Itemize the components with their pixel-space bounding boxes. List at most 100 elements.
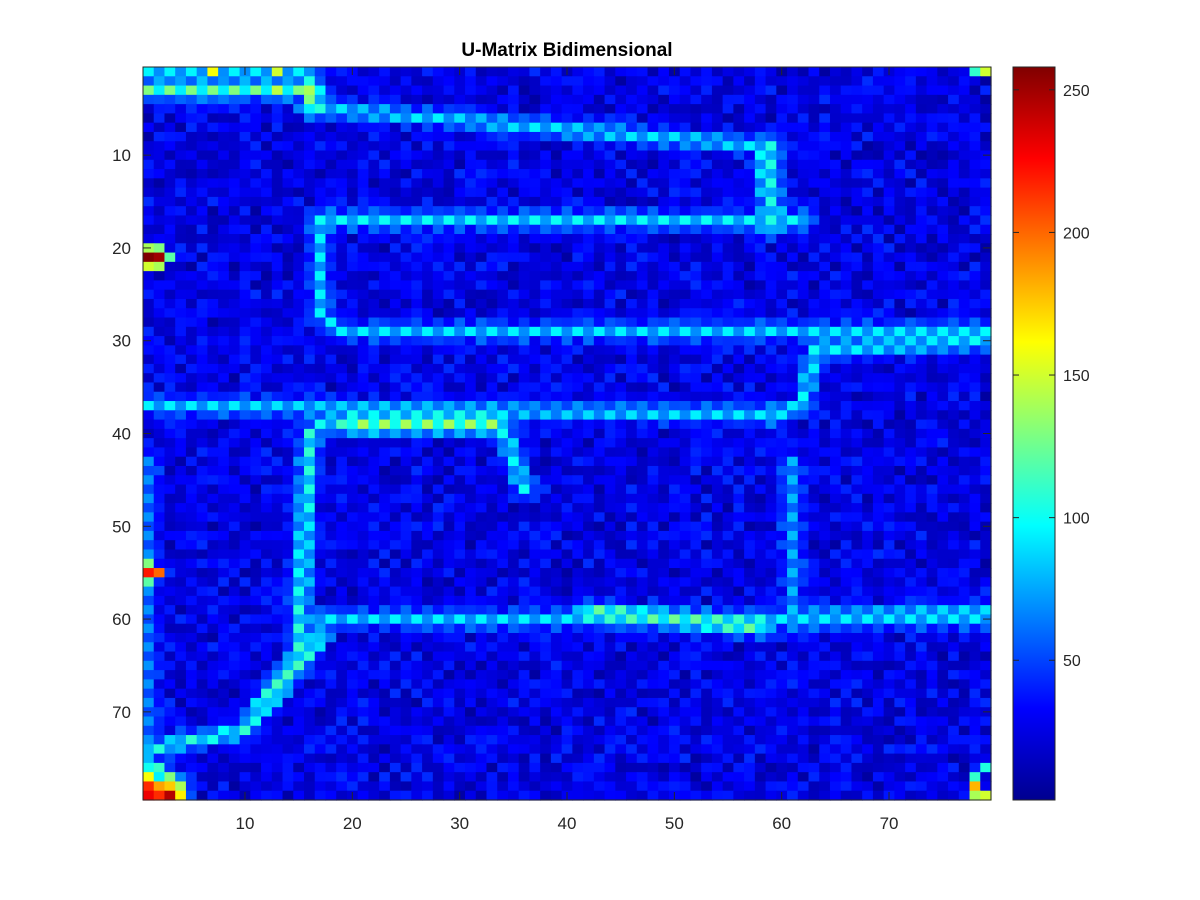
heatmap-cell: [293, 326, 305, 337]
heatmap-cell: [153, 363, 166, 374]
heatmap-cell: [314, 428, 327, 439]
heatmap-cell: [797, 308, 810, 319]
heatmap-cell: [829, 503, 842, 513]
heatmap-cell: [615, 224, 627, 235]
heatmap-cell: [668, 317, 681, 328]
heatmap-cell: [776, 558, 788, 569]
heatmap-cell: [626, 549, 638, 560]
heatmap-cell: [207, 122, 219, 133]
heatmap-cell: [293, 614, 305, 625]
heatmap-cell: [185, 363, 198, 374]
heatmap-cell: [948, 484, 960, 495]
heatmap-cell: [862, 169, 874, 179]
heatmap-cell: [175, 577, 187, 588]
heatmap-cell: [765, 234, 777, 244]
heatmap-cell: [851, 104, 863, 114]
heatmap-cell: [207, 85, 219, 96]
heatmap-cell: [507, 549, 520, 560]
heatmap-cell: [701, 122, 713, 133]
heatmap-cell: [314, 503, 327, 513]
heatmap-cell: [872, 308, 885, 319]
heatmap-cell: [883, 159, 895, 170]
heatmap-cell: [400, 178, 412, 189]
heatmap-cell: [872, 595, 885, 606]
heatmap-cell: [883, 623, 895, 634]
heatmap-cell: [905, 614, 917, 625]
heatmap-cell: [829, 595, 842, 606]
heatmap-cell: [304, 141, 316, 152]
heatmap-cell: [185, 345, 198, 356]
heatmap-cell: [325, 280, 337, 291]
heatmap-cell: [475, 354, 488, 365]
heatmap-cell: [185, 76, 198, 87]
heatmap-cell: [754, 94, 767, 105]
heatmap-cell: [561, 614, 573, 625]
heatmap-cell: [389, 632, 402, 643]
heatmap-cell: [615, 605, 627, 616]
heatmap-cell: [304, 280, 316, 291]
heatmap-cell: [636, 595, 649, 606]
heatmap-cell: [346, 215, 359, 226]
heatmap-cell: [550, 67, 563, 77]
heatmap-cell: [411, 642, 423, 653]
heatmap-cell: [690, 632, 702, 643]
heatmap-cell: [271, 410, 284, 421]
heatmap-cell: [314, 261, 327, 272]
heatmap-cell: [561, 512, 573, 523]
heatmap-cell: [787, 540, 799, 551]
heatmap-cell: [787, 493, 799, 504]
heatmap-cell: [668, 512, 681, 523]
heatmap-cell: [411, 363, 423, 374]
heatmap-cell: [797, 475, 810, 486]
heatmap-cell: [658, 298, 670, 309]
heatmap-cell: [679, 410, 692, 421]
heatmap-cell: [915, 484, 928, 495]
heatmap-cell: [583, 438, 595, 449]
heatmap-cell: [958, 131, 971, 142]
heatmap-cell: [475, 131, 488, 142]
heatmap-cell: [540, 76, 552, 87]
heatmap-cell: [668, 475, 681, 486]
heatmap-cell: [572, 326, 584, 337]
heatmap-cell: [915, 475, 928, 486]
heatmap-cell: [304, 493, 316, 504]
heatmap-cell: [346, 642, 359, 653]
heatmap-cell: [261, 141, 273, 152]
heatmap-cell: [883, 456, 895, 467]
heatmap-cell: [722, 642, 734, 653]
heatmap-cell: [164, 298, 176, 309]
heatmap-cell: [475, 159, 488, 170]
heatmap-cell: [518, 456, 531, 467]
heatmap-cell: [529, 169, 541, 179]
heatmap-cell: [604, 252, 616, 263]
heatmap-cell: [905, 354, 917, 365]
heatmap-cell: [432, 76, 445, 87]
heatmap-cell: [840, 493, 853, 504]
heatmap-cell: [175, 493, 187, 504]
heatmap-cell: [239, 345, 251, 356]
heatmap-cell: [325, 122, 337, 133]
heatmap-cell: [185, 419, 198, 430]
heatmap-cell: [851, 363, 863, 374]
heatmap-cell: [153, 586, 166, 597]
heatmap-cell: [185, 196, 198, 207]
heatmap-cell: [368, 549, 380, 560]
heatmap-cell: [346, 428, 359, 439]
heatmap-cell: [518, 289, 531, 300]
heatmap-cell: [443, 76, 455, 87]
heatmap-cell: [164, 76, 176, 87]
heatmap-cell: [207, 76, 219, 87]
heatmap-cell: [282, 642, 294, 653]
heatmap-cell: [604, 131, 616, 142]
heatmap-cell: [711, 586, 724, 597]
heatmap-cell: [304, 401, 316, 411]
heatmap-cell: [754, 206, 767, 217]
heatmap-cell: [776, 289, 788, 300]
heatmap-cell: [304, 150, 316, 161]
heatmap-cell: [486, 382, 498, 393]
heatmap-cell: [980, 363, 992, 374]
heatmap-cell: [357, 549, 370, 560]
heatmap-cell: [862, 354, 874, 365]
heatmap-cell: [658, 391, 670, 402]
heatmap-cell: [915, 308, 928, 319]
